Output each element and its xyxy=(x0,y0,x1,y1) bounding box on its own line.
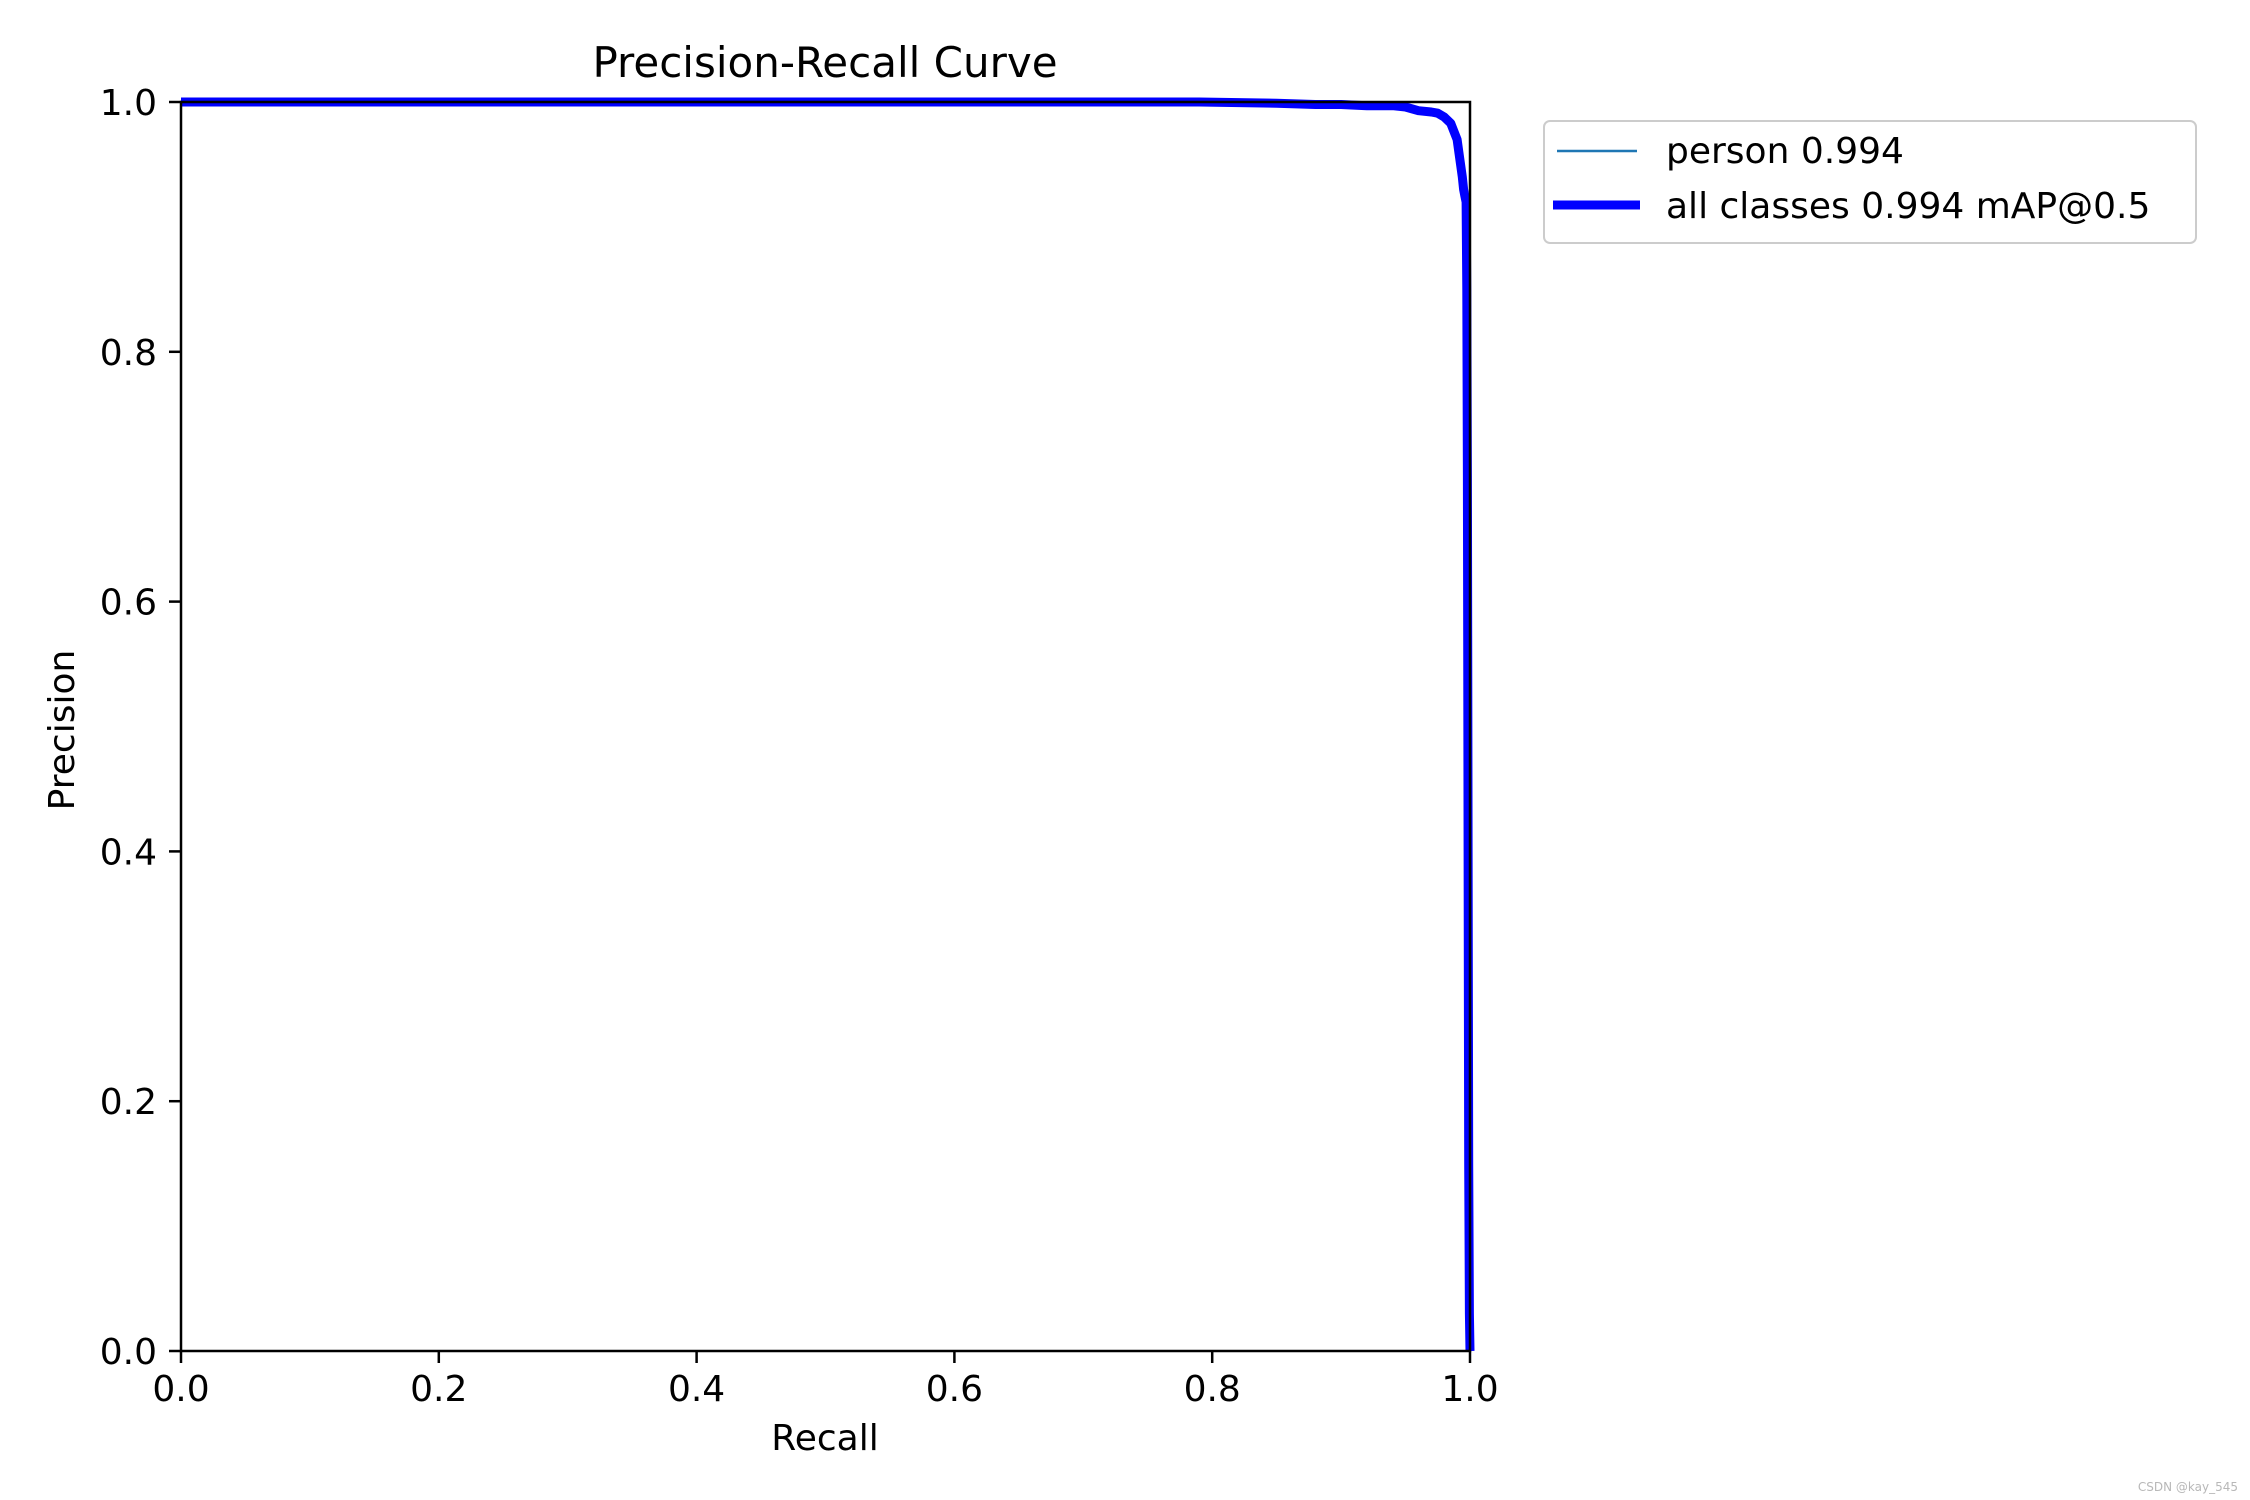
x-tick-label: 1.0 xyxy=(1441,1369,1498,1410)
x-tick-label: 0.0 xyxy=(152,1369,209,1410)
chart-title: Precision-Recall Curve xyxy=(592,38,1057,87)
y-tick-label: 0.0 xyxy=(100,1332,157,1373)
y-axis-label: Precision xyxy=(42,650,83,811)
x-tick-label: 0.4 xyxy=(668,1369,725,1410)
x-tick-label: 0.6 xyxy=(926,1369,983,1410)
y-tick-label: 0.8 xyxy=(100,333,157,374)
legend-label-person: person 0.994 xyxy=(1666,131,1904,172)
x-tick-label: 0.2 xyxy=(410,1369,467,1410)
y-tick-label: 0.6 xyxy=(100,583,157,624)
plot-frame xyxy=(179,100,1472,1353)
y-tick-label: 0.4 xyxy=(100,832,157,873)
x-tick-label: 0.8 xyxy=(1184,1369,1241,1410)
legend-label-all-classes: all classes 0.994 mAP@0.5 xyxy=(1666,186,2150,227)
y-tick-label: 1.0 xyxy=(100,83,157,124)
watermark: CSDN @kay_545 xyxy=(2137,1480,2238,1494)
legend: person 0.994 all classes 0.994 mAP@0.5 xyxy=(1543,120,2197,244)
y-tick-label: 0.2 xyxy=(100,1082,157,1123)
axis-ticks: 0.0 0.2 0.4 0.6 0.8 1.0 0.0 0.2 0.4 0.6 0.8 1.0 xyxy=(100,83,1499,1410)
legend-box xyxy=(1543,120,2197,244)
x-axis-label: Recall xyxy=(771,1418,878,1459)
